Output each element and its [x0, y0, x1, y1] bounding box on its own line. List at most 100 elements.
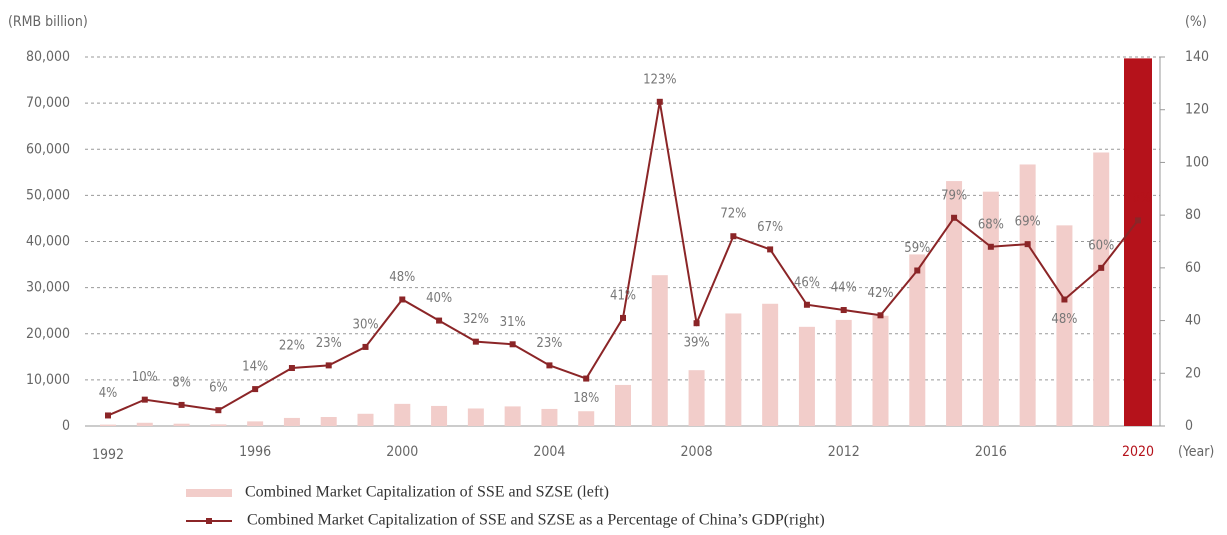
data-label: 69% — [1015, 215, 1041, 230]
line-marker — [178, 401, 185, 408]
data-label: 14% — [242, 360, 268, 375]
bar — [357, 413, 374, 426]
data-label: 46% — [794, 275, 820, 290]
bar — [173, 423, 190, 426]
x-tick-label: 2008 — [681, 444, 713, 460]
data-label: 30% — [353, 317, 379, 332]
legend-label: Combined Market Capitalization of SSE an… — [245, 484, 609, 501]
line-marker — [362, 343, 369, 350]
y2-tick-label: 60 — [1185, 260, 1201, 276]
line-marker — [803, 301, 810, 308]
bar — [100, 424, 116, 426]
line-marker — [987, 243, 994, 250]
x-tick-label: 2020 — [1122, 444, 1154, 460]
x-tick-label: 2004 — [533, 444, 565, 460]
data-label: 68% — [978, 217, 1004, 232]
y2-tick-label: 20 — [1185, 365, 1201, 381]
line-marker — [583, 375, 590, 382]
line-marker — [767, 246, 774, 253]
bar — [210, 424, 227, 426]
bar — [283, 417, 300, 426]
line-marker — [620, 314, 626, 321]
bar — [431, 405, 448, 426]
y-tick-label: 10,000 — [26, 372, 70, 388]
line-marker — [546, 362, 553, 369]
data-label: 32% — [463, 312, 489, 327]
data-label: 40% — [426, 291, 452, 306]
y-tick-label: 0 — [62, 418, 70, 434]
data-label: 22% — [279, 339, 305, 354]
line-marker — [951, 214, 958, 221]
line-marker — [1135, 217, 1141, 224]
bar — [247, 421, 264, 426]
line-marker — [1098, 264, 1105, 271]
bar — [651, 275, 668, 426]
bar — [1019, 164, 1036, 426]
bar — [982, 191, 999, 426]
line-marker — [1024, 241, 1031, 248]
legend-marker — [206, 518, 212, 524]
data-label: 67% — [757, 220, 783, 235]
x-tick-label: 1996 — [239, 444, 271, 460]
line-marker — [877, 312, 884, 319]
data-label: 123% — [643, 72, 676, 87]
bar — [578, 411, 595, 426]
bar — [688, 370, 705, 426]
y2-tick-label: 100 — [1185, 154, 1209, 170]
bar — [136, 422, 153, 426]
line-marker — [325, 362, 332, 369]
y2-axis-label: (%) — [1185, 14, 1207, 30]
line-marker — [1061, 296, 1068, 303]
data-label: 78% — [1125, 191, 1151, 206]
bar — [725, 313, 742, 426]
data-label: 6% — [209, 381, 228, 396]
data-label: 8% — [172, 375, 191, 390]
bar — [835, 319, 852, 426]
y2-tick-label: 80 — [1185, 207, 1201, 223]
data-label: 23% — [536, 336, 562, 351]
data-label: 44% — [831, 281, 857, 296]
bar — [946, 181, 963, 426]
bar — [909, 254, 926, 426]
x-tick-label: 1992 — [92, 447, 124, 463]
data-label: 59% — [904, 241, 930, 256]
line-marker — [215, 407, 222, 414]
data-label: 23% — [316, 336, 342, 351]
bar — [1093, 152, 1110, 426]
line-marker — [656, 98, 663, 105]
bar — [320, 417, 337, 426]
data-label: 79% — [941, 188, 967, 203]
y2-tick-label: 0 — [1185, 418, 1193, 434]
line-marker — [252, 386, 259, 393]
y-tick-label: 20,000 — [26, 326, 70, 342]
data-label: 60% — [1088, 238, 1114, 253]
line-marker — [509, 341, 516, 348]
line-marker — [288, 365, 295, 372]
line-marker — [141, 396, 148, 403]
line-marker — [840, 307, 847, 314]
y-tick-label: 80,000 — [26, 49, 70, 65]
legend-swatch — [186, 489, 232, 497]
line-marker — [105, 412, 111, 419]
legend-label: Combined Market Capitalization of SSE an… — [247, 512, 825, 529]
line-marker — [693, 320, 700, 327]
bar — [467, 408, 484, 426]
y-tick-label: 50,000 — [26, 187, 70, 203]
data-label: 39% — [684, 336, 710, 351]
bar — [1056, 225, 1073, 426]
bar — [1124, 58, 1152, 426]
bar — [762, 303, 779, 426]
line-marker — [730, 233, 737, 240]
y-axis-label: (RMB billion) — [8, 14, 88, 30]
data-label: 72% — [720, 207, 746, 222]
data-label: 42% — [868, 286, 894, 301]
data-label: 31% — [500, 315, 526, 330]
y-tick-label: 70,000 — [26, 95, 70, 111]
y2-tick-label: 120 — [1185, 102, 1209, 118]
y-tick-label: 60,000 — [26, 141, 70, 157]
line-marker — [914, 267, 921, 274]
y-tick-label: 30,000 — [26, 280, 70, 296]
x-axis-label: (Year) — [1178, 444, 1214, 460]
x-tick-label: 2012 — [828, 444, 860, 460]
